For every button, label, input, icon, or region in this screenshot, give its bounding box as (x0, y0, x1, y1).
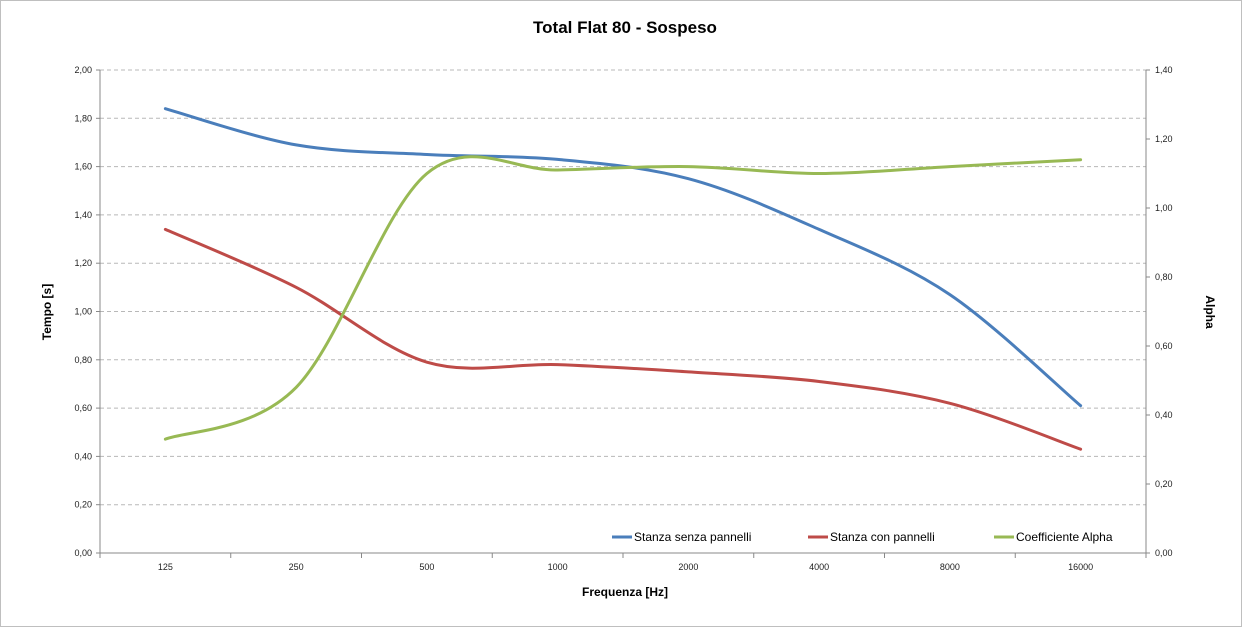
y-axis-title: Tempo [s] (40, 284, 54, 340)
y-tick-label: 1,40 (74, 210, 92, 220)
x-tick-label: 250 (289, 562, 304, 572)
x-tick-label: 4000 (809, 562, 829, 572)
x-axis-title: Frequenza [Hz] (582, 585, 668, 599)
legend: Stanza senza pannelli Stanza con pannelli… (612, 530, 1113, 544)
chart-title: Total Flat 80 - Sospeso (533, 18, 717, 37)
legend-label: Stanza senza pannelli (634, 530, 751, 544)
x-tick-label: 125 (158, 562, 173, 572)
y-tick-label: 1,80 (74, 113, 92, 123)
series-line-2 (163, 227, 1083, 451)
y-tick-label: 1,00 (74, 307, 92, 317)
y2-tick-label: 0,60 (1155, 341, 1173, 351)
x-tick-label: 2000 (678, 562, 698, 572)
y2-tick-label: 0,20 (1155, 479, 1173, 489)
y-tick-label: 0,20 (74, 500, 92, 510)
x-tick-label: 500 (419, 562, 434, 572)
y2-tick-label: 1,40 (1155, 65, 1173, 75)
legend-label: Coefficiente Alpha (1016, 530, 1113, 544)
y2-tick-label: 0,80 (1155, 272, 1173, 282)
y2-tick-label: 0,40 (1155, 410, 1173, 420)
axes: 0,00 0,20 0,40 0,60 0,80 1,00 1,20 1,40 1,60 1,80… (74, 65, 1172, 572)
x-tick-label: 8000 (940, 562, 960, 572)
series-lines (163, 107, 1083, 451)
y-tick-label: 1,20 (74, 258, 92, 268)
series-line-3 (163, 155, 1083, 441)
y-tick-label: 1,60 (74, 162, 92, 172)
legend-label: Stanza con pannelli (830, 530, 935, 544)
y-tick-label: 2,00 (74, 65, 92, 75)
y-tick-label: 0,60 (74, 403, 92, 413)
x-tick-label: 16000 (1068, 562, 1093, 572)
y-tick-label: 0,00 (74, 548, 92, 558)
y2-tick-label: 1,00 (1155, 203, 1173, 213)
y2-tick-label: 0,00 (1155, 548, 1173, 558)
y2-axis-title: Alpha (1203, 295, 1217, 329)
y2-tick-label: 1,20 (1155, 134, 1173, 144)
y-tick-label: 0,80 (74, 355, 92, 365)
x-tick-label: 1000 (548, 562, 568, 572)
y-tick-label: 0,40 (74, 451, 92, 461)
